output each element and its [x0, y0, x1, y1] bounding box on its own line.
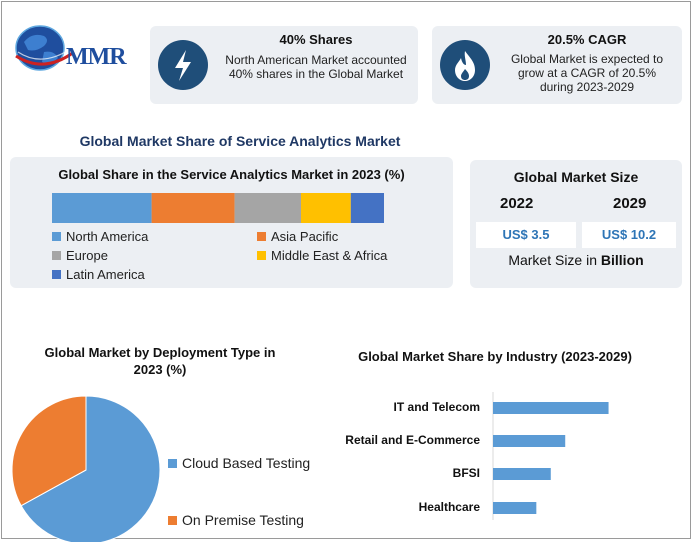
stat-card-shares: 40% Shares North American Market account…: [150, 26, 418, 104]
legend-label: North America: [66, 229, 149, 244]
share-panel: Global Share in the Service Analytics Ma…: [10, 157, 453, 288]
unit-bold: Billion: [600, 252, 644, 268]
pie-title-line: 2023 (%): [133, 362, 187, 377]
value-2022: US$ 3.5: [476, 222, 576, 248]
legend-swatch: [52, 232, 61, 241]
industry-bar-chart: [492, 392, 609, 520]
legend-swatch: [52, 251, 61, 260]
legend-label: Asia Pacific: [271, 229, 339, 244]
stat-body: Global Market is expected to grow at a C…: [494, 52, 680, 94]
year-2022: 2022: [500, 195, 534, 212]
section-title: Global Market Share of Service Analytics…: [79, 133, 401, 149]
stacked-bar-segment: [350, 193, 384, 223]
market-size-unit: Market Size in Billion: [470, 252, 682, 268]
legend-label: Latin America: [66, 267, 145, 282]
market-size-title: Global Market Size: [513, 169, 639, 185]
legend-item: Latin America: [52, 267, 145, 282]
legend-swatch: [257, 251, 266, 260]
industry-bar: [493, 502, 537, 514]
legend-label: Middle East & Africa: [271, 248, 388, 263]
pie-chart: [11, 395, 161, 542]
legend-swatch: [257, 232, 266, 241]
stat-body-line: North American Market accounted: [225, 53, 407, 67]
stacked-bar-segment: [52, 193, 152, 223]
lightning-bolt-icon: [158, 40, 208, 90]
stat-body-line: grow at a CAGR of 20.5%: [517, 66, 657, 80]
stacked-bar-segment: [151, 193, 235, 223]
pie-slice: [20, 395, 161, 542]
stacked-bar-chart: [52, 193, 384, 223]
stacked-bar-segment: [301, 193, 351, 223]
industry-label: IT and Telecom: [393, 400, 480, 414]
industry-bar: [493, 435, 566, 447]
industry-label: Healthcare: [418, 500, 480, 514]
stat-body: North American Market accounted 40% shar…: [216, 53, 416, 81]
industry-bar: [493, 402, 609, 414]
legend-swatch: [168, 458, 177, 468]
legend-swatch: [52, 270, 61, 279]
industry-bar: [493, 468, 551, 480]
legend-item: Asia Pacific: [257, 229, 338, 244]
stat-body-line: during 2023-2029: [539, 80, 635, 94]
legend-item: Europe: [52, 248, 108, 263]
stat-body-line: Global Market is expected to: [510, 52, 664, 66]
mmr-logo: MMR: [14, 22, 144, 82]
year-2029: 2029: [613, 195, 647, 212]
stacked-bar-segment: [234, 193, 301, 223]
pie-title-line: Global Market by Deployment Type in: [44, 345, 276, 360]
stat-card-cagr: 20.5% CAGR Global Market is expected to …: [432, 26, 682, 104]
unit-prefix: Market Size in: [508, 252, 601, 268]
legend-item: Middle East & Africa: [257, 248, 387, 263]
legend-label: On Premise Testing: [182, 512, 304, 528]
market-size-panel: Global Market Size 2022 2029 US$ 3.5 US$…: [470, 160, 682, 288]
value-2029: US$ 10.2: [582, 222, 676, 248]
stat-body-line: 40% shares in the Global Market: [228, 67, 404, 81]
industry-label: Retail and E-Commerce: [345, 433, 480, 447]
pie-legend-item: On Premise Testing: [168, 512, 304, 528]
industry-chart-title: Global Market Share by Industry (2023-20…: [358, 349, 632, 364]
industry-label: BFSI: [452, 466, 480, 480]
pie-slice: [11, 395, 87, 507]
pie-chart-title: Global Market by Deployment Type in 2023…: [30, 344, 290, 378]
legend-item: North America: [52, 229, 148, 244]
flame-icon: [440, 40, 490, 90]
pie-legend-item: Cloud Based Testing: [168, 455, 310, 471]
legend-swatch: [168, 515, 177, 525]
stat-title: 20.5% CAGR: [547, 32, 627, 47]
share-chart-title: Global Share in the Service Analytics Ma…: [58, 167, 405, 182]
legend-label: Europe: [66, 248, 108, 263]
stat-title: 40% Shares: [279, 32, 353, 47]
logo-text: MMR: [66, 44, 127, 70]
legend-label: Cloud Based Testing: [182, 455, 311, 471]
globe-logo-icon: [15, 25, 75, 71]
